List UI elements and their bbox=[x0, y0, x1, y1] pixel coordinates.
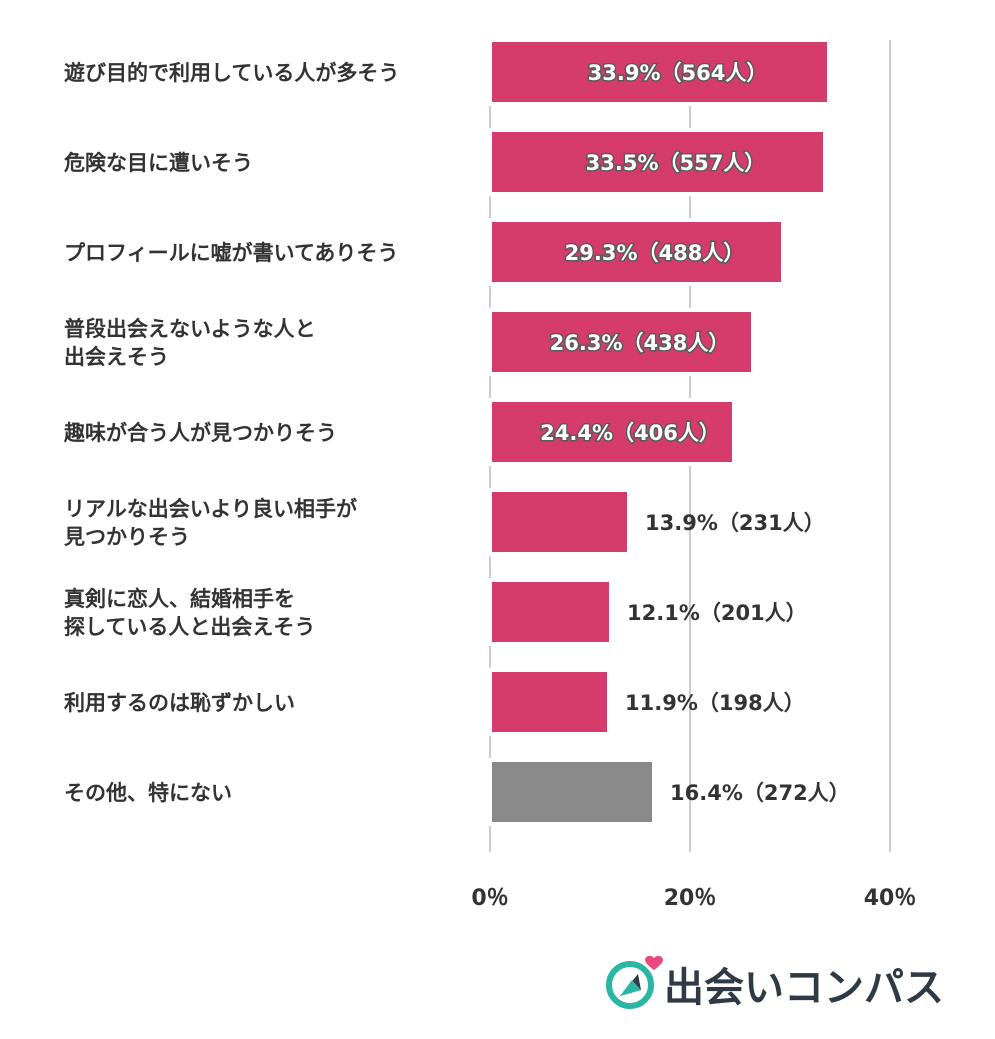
bar bbox=[488, 668, 611, 736]
bar bbox=[488, 38, 831, 106]
bar bbox=[488, 308, 755, 376]
bars bbox=[488, 38, 831, 826]
bar bbox=[488, 218, 785, 286]
category-labels: 遊び目的で利用している人が多そう危険な目に遭いそうプロフィールに嘘が書いてありそ… bbox=[63, 61, 399, 805]
data-label: 33.9%（564人） bbox=[588, 61, 768, 85]
category-label: 危険な目に遭いそう bbox=[64, 151, 253, 175]
data-label: 29.3%（488人） bbox=[565, 241, 745, 265]
x-tick-label: 20％ bbox=[664, 886, 717, 911]
data-label: 13.9%（231人） bbox=[645, 511, 825, 535]
category-label: 利用するのは恥ずかしい bbox=[64, 691, 295, 715]
brand-logo: 出会いコンパス bbox=[606, 955, 944, 1011]
category-label: その他、特にない bbox=[64, 781, 232, 805]
bar bbox=[488, 488, 631, 556]
value-labels: 33.9%（564人） 33.5%（557人） 29.3%（488人） 26.3%（4… bbox=[539, 60, 850, 806]
category-label: 普段出会えないような人と出会えそう bbox=[64, 317, 316, 369]
category-label: 遊び目的で利用している人が多そう bbox=[64, 61, 399, 85]
bar bbox=[488, 758, 656, 826]
bar bbox=[488, 128, 827, 196]
x-tick-label: 0％ bbox=[471, 886, 508, 911]
bar bbox=[488, 398, 736, 466]
brand-name: 出会いコンパス bbox=[664, 965, 944, 1011]
bar bbox=[488, 578, 613, 646]
x-tick-label: 40％ bbox=[864, 886, 917, 911]
data-label: 24.4%（406人） bbox=[540, 421, 720, 445]
data-label: 33.5%（557人） bbox=[586, 151, 766, 175]
x-axis-ticks: 0％ 20％ 40％ bbox=[471, 886, 916, 911]
category-label: プロフィールに嘘が書いてありそう bbox=[64, 241, 398, 265]
data-label: 26.3%（438人） bbox=[550, 331, 730, 355]
data-label: 12.1%（201人） bbox=[627, 601, 807, 625]
compass-heart-icon bbox=[606, 955, 663, 1009]
category-label: リアルな出会いより良い相手が見つかりそう bbox=[64, 497, 357, 549]
data-label: 16.4%（272人） bbox=[670, 781, 850, 805]
category-label: 趣味が合う人が見つかりそう bbox=[63, 421, 337, 445]
data-label: 11.9%（198人） bbox=[625, 691, 805, 715]
category-label: 真剣に恋人、結婚相手を探している人と出会えそう bbox=[64, 587, 315, 639]
